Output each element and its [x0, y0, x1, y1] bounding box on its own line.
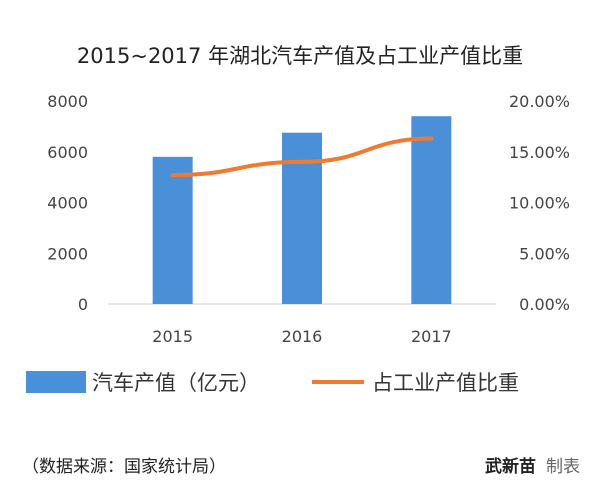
- right-tick-label: 10.00%: [509, 194, 570, 213]
- line-series: [170, 136, 434, 178]
- author-name: 武新苗: [485, 457, 536, 477]
- x-tick-label: 2016: [282, 327, 323, 346]
- line-point: [300, 159, 304, 164]
- bar: [282, 132, 322, 304]
- chart-title: 2015~2017 年湖北汽车产值及占工业产值比重: [77, 44, 523, 68]
- left-axis: 0 2000 4000 6000 8000: [47, 92, 88, 314]
- x-tick-label: 2015: [152, 327, 193, 346]
- bar: [152, 156, 193, 304]
- legend-line-label: 占工业产值比重: [372, 371, 519, 395]
- left-tick-label: 0: [78, 295, 88, 314]
- left-tick-label: 6000: [47, 143, 88, 162]
- left-tick-label: 8000: [47, 92, 88, 111]
- right-tick-label: 5.00%: [519, 244, 570, 263]
- right-tick-label: 0.00%: [519, 295, 570, 314]
- bar: [411, 116, 452, 304]
- right-tick-label: 20.00%: [509, 92, 570, 111]
- bar-series: [152, 116, 452, 304]
- x-axis: 2015 2016 2017: [152, 327, 451, 346]
- line-point: [170, 173, 175, 178]
- right-tick-label: 15.00%: [509, 143, 570, 162]
- made-by-label: 制表: [546, 457, 580, 477]
- author-credit: 武新苗 制表: [485, 452, 580, 477]
- legend-bar-label: 汽车产值（亿元）: [92, 371, 260, 395]
- left-tick-label: 2000: [47, 244, 88, 263]
- right-axis: 0.00% 5.00% 10.00% 15.00% 20.00%: [509, 92, 570, 314]
- legend-bar-swatch: [26, 371, 86, 393]
- x-tick-label: 2017: [411, 327, 452, 346]
- left-tick-label: 4000: [47, 194, 88, 213]
- data-source-note: （数据来源：国家统计局）: [22, 457, 226, 477]
- line-point: [429, 136, 434, 141]
- legend: 汽车产值（亿元） 占工业产值比重: [26, 371, 519, 395]
